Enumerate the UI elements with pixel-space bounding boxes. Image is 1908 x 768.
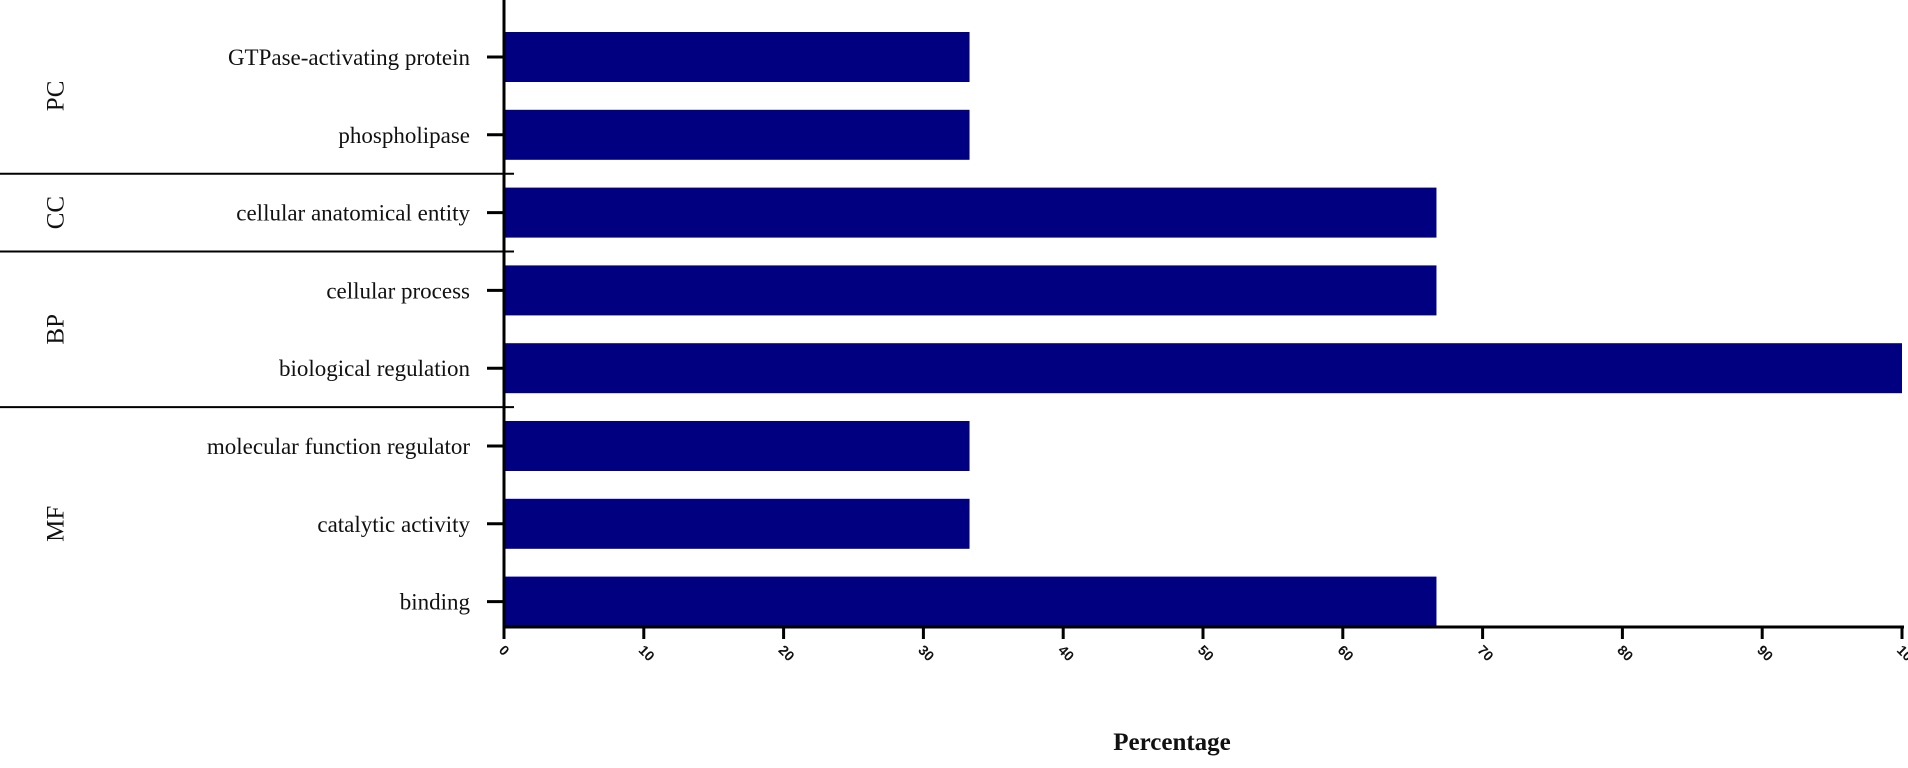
category-label: binding [400,590,471,615]
x-tick-label: 80 [1614,642,1636,664]
x-tick-label: 30 [915,642,937,664]
category-label: catalytic activity [317,512,470,537]
x-tick-label: 100 [1894,642,1908,670]
category-label: biological regulation [279,356,470,381]
x-tick-label: 10 [636,642,658,664]
group-label: PC [43,81,70,112]
x-tick-label: 50 [1195,642,1217,664]
x-tick-label: 20 [775,642,797,664]
plot-area: GTPase-activating protein phospholipase ce… [0,0,1908,670]
category-label: cellular anatomical entity [236,201,470,226]
bar [504,421,970,471]
group-label: CC [43,196,70,229]
category-label: molecular function regulator [207,434,470,459]
x-tick-label: 40 [1055,642,1077,664]
group-label: BP [43,314,70,345]
x-axis-title: Percentage [1113,729,1231,756]
category-label: phospholipase [338,123,470,148]
category-label: cellular process [326,278,470,303]
bar [504,187,1437,238]
x-tick-label: 60 [1335,642,1357,664]
bar [504,265,1437,316]
bar [504,498,970,549]
x-tick-label: 90 [1754,642,1776,664]
bar [504,109,970,160]
group-label: MF [43,506,70,542]
x-tick-label: 70 [1474,642,1496,664]
category-label: GTPase-activating protein [228,45,471,70]
x-tick-label: 0 [496,642,513,659]
bar [504,576,1437,627]
bar [504,343,1902,394]
bar [504,32,970,82]
